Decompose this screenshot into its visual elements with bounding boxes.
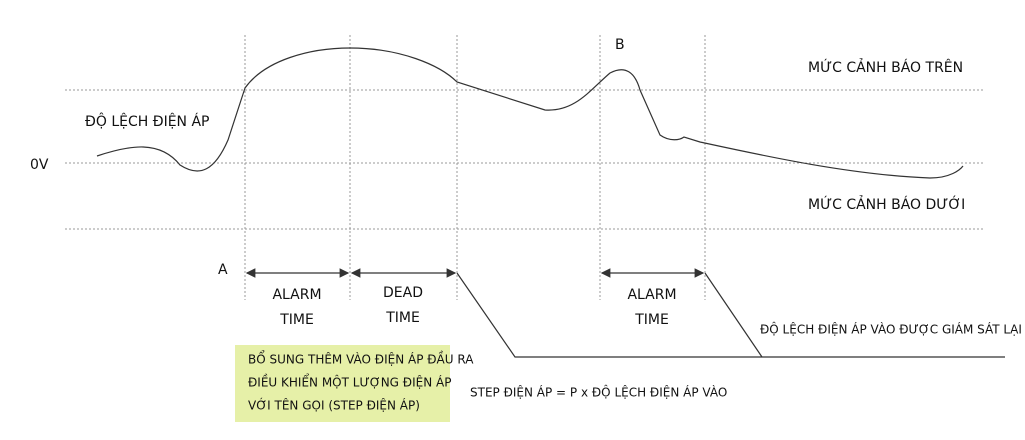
interval-label: ALARM [627,287,676,303]
interval-label: ALARM [272,287,321,303]
interval-label: DEAD [383,285,423,301]
voltage-curve [96,47,964,179]
note-line: VỚI TÊN GỌI (STEP ĐIỆN ÁP) [248,398,420,413]
interval-label: TIME [634,312,669,328]
upper-label: MỨC CẢNH BÁO TRÊN [808,58,963,76]
note-line: BỔ SUNG THÊM VÀO ĐIỆN ÁP ĐẦU RA [248,351,474,367]
resume-label: ĐỘ LỆCH ĐIỆN ÁP VÀO ĐƯỢC GIÁM SÁT LẠI [760,322,1022,337]
zero-label: 0V [30,157,49,173]
note-line: ĐIỀU KHIỂN MỘT LƯỢNG ĐIỆN ÁP [248,374,451,390]
lower-label: MỨC CẢNH BÁO DƯỚI [808,195,965,213]
point-b: B [615,37,625,53]
deviation-label: ĐỘ LỆCH ĐIỆN ÁP [85,112,209,130]
step-formula: STEP ĐIỆN ÁP = P x ĐỘ LỆCH ĐIỆN ÁP VÀO [470,385,727,400]
interval-label: TIME [279,312,314,328]
point-a: A [218,262,228,278]
note-box [235,345,450,422]
interval-label: TIME [385,310,420,326]
time-markers [244,35,706,300]
step-line [456,272,1005,358]
level-lines [65,89,985,230]
